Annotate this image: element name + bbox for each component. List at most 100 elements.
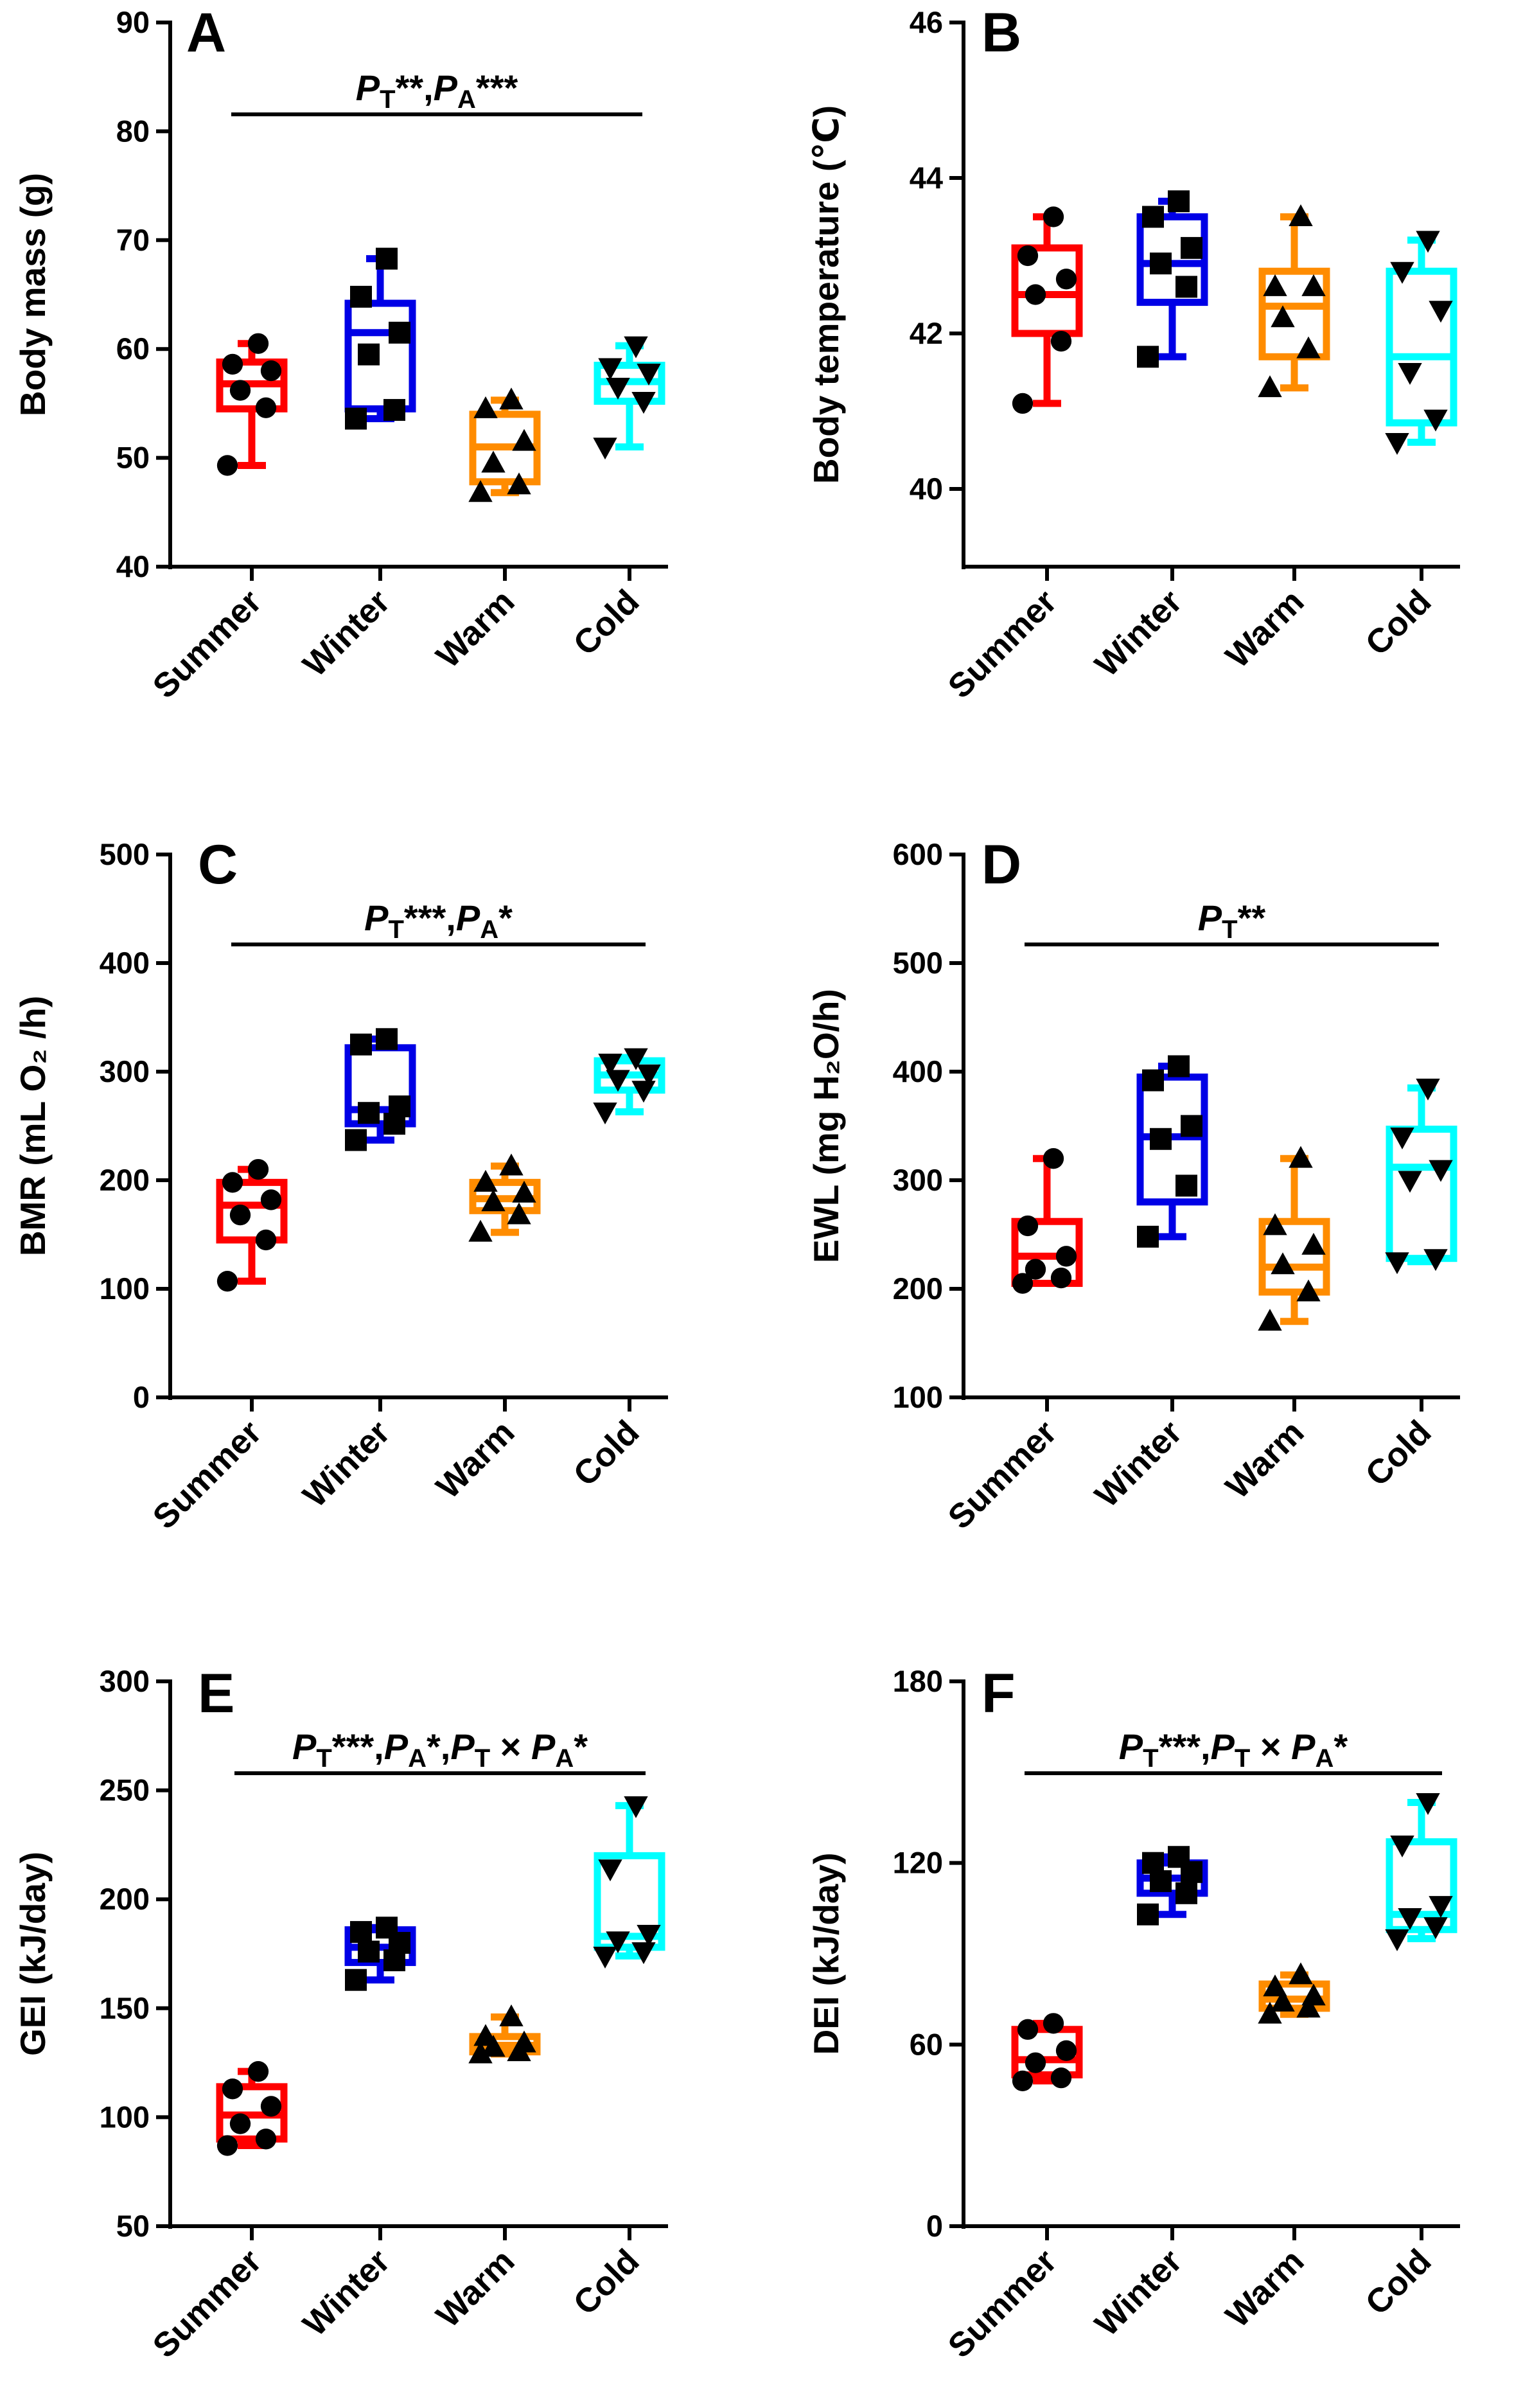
box-cold [593,336,665,460]
annotation-part: T [1143,1744,1158,1773]
data-point [1423,1249,1448,1271]
box-iqr [1011,244,1083,337]
data-point [1175,276,1197,298]
data-point [1175,1882,1197,1904]
data-point [350,1033,372,1056]
data-point [598,358,622,380]
annotation-part: P [456,898,480,938]
annotation-part: T [316,1744,331,1773]
y-tick-label: 60 [116,332,150,366]
x-tick-label-cold: Cold [567,583,647,663]
x-tick-label-summer: Summer [146,2242,269,2366]
data-point [1385,1929,1409,1951]
x-tick-label-summer: Summer [941,1413,1064,1537]
box-cold [1385,231,1457,455]
box-iqr [1011,1217,1083,1288]
data-point [637,1064,661,1086]
data-point [1055,269,1077,290]
annotation-part: × [490,1726,531,1767]
annotation-part: P [1119,1726,1143,1767]
box-cold [593,1048,665,1125]
panel-letter: C [198,834,238,896]
data-point [1416,1078,1440,1101]
box-summer [216,2061,288,2156]
data-point [1137,1903,1159,1926]
data-point [631,392,656,414]
annotation-part: * [498,898,513,938]
data-point [1289,1962,1313,1985]
data-point [247,2061,269,2082]
annotation-part: *** [476,67,518,108]
y-tick-label: 50 [116,2209,150,2243]
x-tick-label-winter: Winter [1088,583,1190,684]
data-point [593,1946,617,1969]
data-point [1012,2070,1034,2092]
panel-f: 0 60 120 180 DEI (kJ/day) Summer Winter Warm Col… [806,1663,1460,2365]
data-point [350,1921,372,1943]
data-point [1385,432,1409,455]
annotation-part: P [384,1726,409,1767]
y-tick-label: 70 [116,223,150,257]
x-tick-label-warm: Warm [429,583,522,675]
panel-d: 100 200 300 400 500 600 EWL (mg H₂O/h) Summer Wi… [806,834,1460,1536]
data-point [468,2041,493,2064]
box-warm [1258,1962,1330,2024]
data-point [1416,1793,1440,1815]
significance-annotation: PT**,PA*** [356,67,518,114]
box-winter [1136,1055,1208,1248]
y-axis-title: GEI (kJ/day) [13,1852,53,2056]
x-tick-label-warm: Warm [1219,2242,1311,2335]
data-point [1150,252,1172,275]
data-point [260,2096,282,2117]
y-tick-label: 80 [116,114,150,148]
y-tick-label: 500 [893,946,943,980]
box-warm [468,387,541,502]
data-point [247,333,269,354]
y-tick-label: 300 [893,1163,943,1197]
box-summer [216,1158,288,1292]
data-point [631,1942,656,1965]
panel-letter: E [198,1663,234,1724]
significance-annotation: PT***,PT × PA* [1119,1726,1348,1773]
panel-letter: B [982,2,1021,64]
y-tick-label: 500 [100,837,150,871]
data-point [1055,2040,1077,2061]
data-point [1271,1989,1295,2012]
annotation-part: ***, [1159,1726,1211,1767]
y-tick-label: 46 [910,5,943,39]
data-point [499,2004,524,2026]
panel-a: 40 50 60 70 80 90 Body mass (g) Summer Winter War… [13,2,668,705]
box-warm [1258,204,1330,398]
annotation-part: *, [427,1726,450,1767]
data-point [1043,206,1064,227]
y-axis-title: DEI (kJ/day) [806,1853,846,2055]
box-winter [344,1028,416,1151]
data-point [1429,1896,1453,1918]
annotation-part: A [1316,1744,1334,1773]
data-point [1025,2052,1046,2073]
data-point [1258,1309,1282,1331]
x-tick-label-warm: Warm [1219,1413,1311,1506]
data-point [255,397,277,418]
data-point [593,1102,617,1125]
panel-letter: A [186,2,226,64]
data-point [499,1153,524,1176]
data-point [222,353,243,375]
y-tick-label: 50 [116,441,150,475]
box-cold [1385,1793,1457,1951]
data-point [473,396,498,418]
data-point [389,1095,410,1118]
data-point [1168,190,1190,213]
data-point [512,1180,536,1203]
data-point [481,450,506,473]
data-point [358,1940,380,1963]
data-point [1258,2001,1282,2024]
annotation-part: P [292,1726,317,1767]
data-point [1429,301,1453,323]
x-tick-label-warm: Warm [1219,583,1311,675]
annotation-part: * [574,1726,588,1767]
data-point [229,380,251,401]
box-summer [1011,1148,1083,1294]
data-point [1137,346,1159,368]
data-point [606,378,630,400]
